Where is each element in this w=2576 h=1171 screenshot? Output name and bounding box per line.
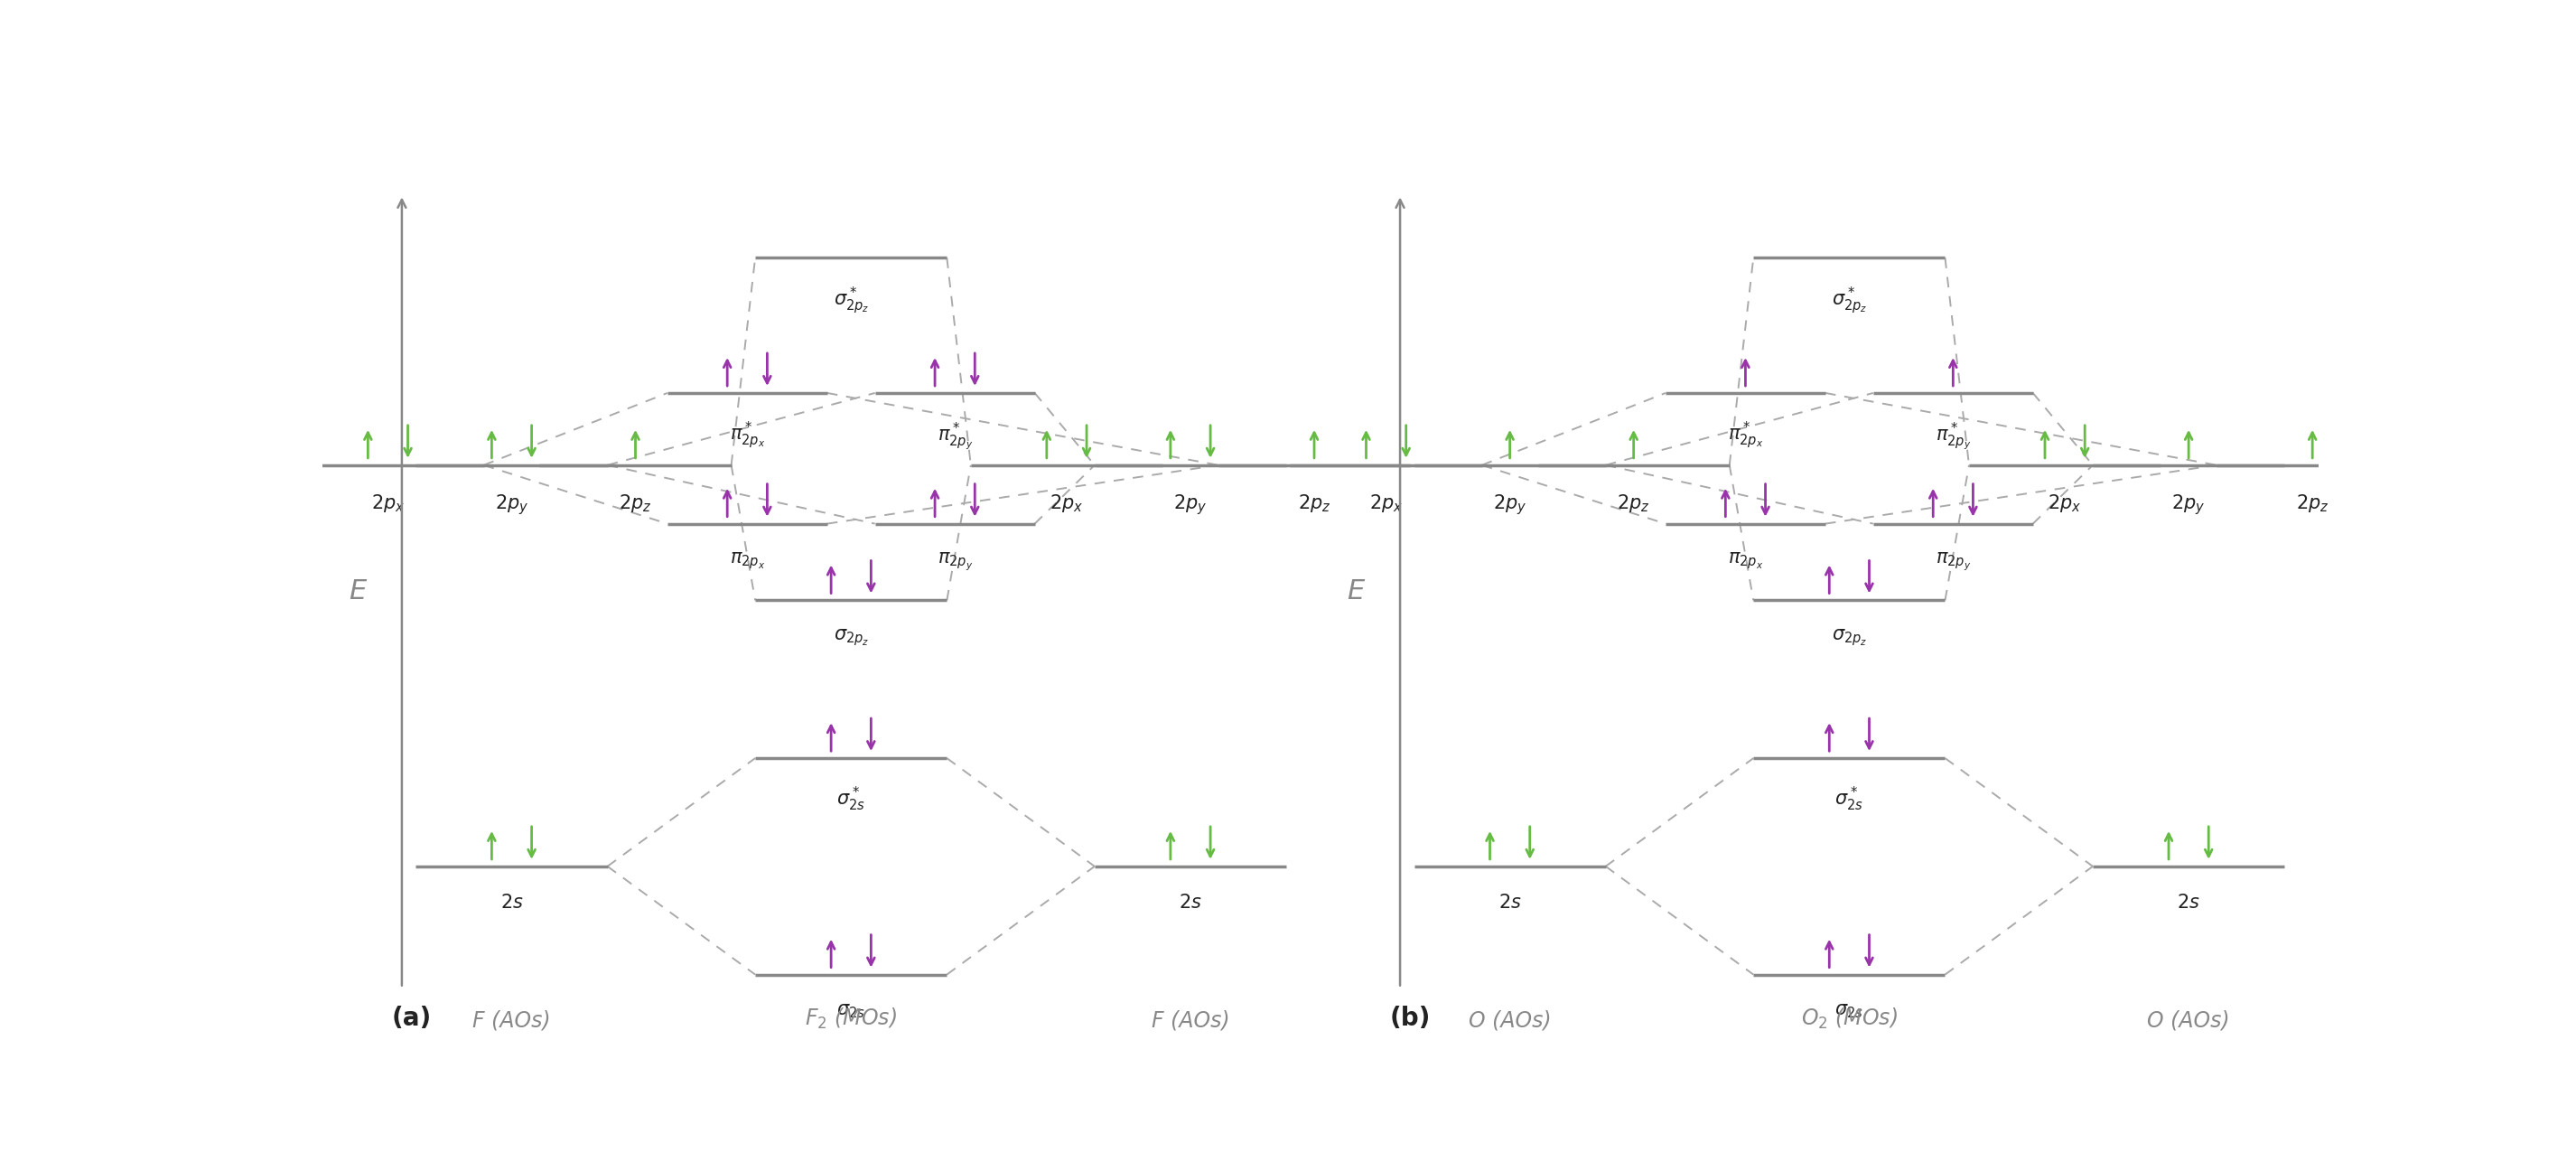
Text: $2p_x$: $2p_x$ xyxy=(1370,492,1404,514)
Text: $2p_z$: $2p_z$ xyxy=(1618,492,1651,514)
Text: $2s$: $2s$ xyxy=(1180,893,1203,911)
Text: $\sigma_{2p_z}$: $\sigma_{2p_z}$ xyxy=(1832,628,1868,648)
Text: F (AOs): F (AOs) xyxy=(471,1009,551,1032)
Text: F (AOs): F (AOs) xyxy=(1151,1009,1229,1032)
Text: $\pi^*_{2p_y}$: $\pi^*_{2p_y}$ xyxy=(938,420,974,452)
Text: $\sigma^*_{2p_z}$: $\sigma^*_{2p_z}$ xyxy=(832,285,868,316)
Text: $2p_x$: $2p_x$ xyxy=(371,492,404,514)
Text: $2p_z$: $2p_z$ xyxy=(618,492,652,514)
Text: $2p_z$: $2p_z$ xyxy=(1298,492,1332,514)
Text: O (AOs): O (AOs) xyxy=(1468,1009,1551,1032)
Text: $\sigma_{2s}$: $\sigma_{2s}$ xyxy=(837,1001,866,1020)
Text: $\pi_{2p_x}$: $\pi_{2p_x}$ xyxy=(1728,550,1762,571)
Text: $2p_z$: $2p_z$ xyxy=(2295,492,2329,514)
Text: O$_2$ (MOs): O$_2$ (MOs) xyxy=(1801,1007,1899,1032)
Text: $2p_y$: $2p_y$ xyxy=(1175,492,1208,516)
Text: $\pi^*_{2p_x}$: $\pi^*_{2p_x}$ xyxy=(729,420,765,451)
Text: $\sigma_{2p_z}$: $\sigma_{2p_z}$ xyxy=(832,628,868,648)
Text: $2p_x$: $2p_x$ xyxy=(1051,492,1084,514)
Text: $\sigma^*_{2s}$: $\sigma^*_{2s}$ xyxy=(837,786,866,814)
Text: $E$: $E$ xyxy=(348,578,368,604)
Text: $2p_x$: $2p_x$ xyxy=(2048,492,2081,514)
Text: F$_2$ (MOs): F$_2$ (MOs) xyxy=(806,1007,896,1032)
Text: (b): (b) xyxy=(1391,1006,1432,1032)
Text: $2p_y$: $2p_y$ xyxy=(1494,492,1528,516)
Text: O (AOs): O (AOs) xyxy=(2148,1009,2231,1032)
Text: $\pi_{2p_x}$: $\pi_{2p_x}$ xyxy=(729,550,765,571)
Text: $2s$: $2s$ xyxy=(500,893,523,911)
Text: $\sigma^*_{2p_z}$: $\sigma^*_{2p_z}$ xyxy=(1832,285,1868,316)
Text: $E$: $E$ xyxy=(1347,578,1365,604)
Text: $2p_y$: $2p_y$ xyxy=(2172,492,2205,516)
Text: $\sigma_{2s}$: $\sigma_{2s}$ xyxy=(1834,1001,1862,1020)
Text: $\pi_{2p_y}$: $\pi_{2p_y}$ xyxy=(1935,550,1971,573)
Text: $2p_y$: $2p_y$ xyxy=(495,492,528,516)
Text: $2s$: $2s$ xyxy=(2177,893,2200,911)
Text: $2s$: $2s$ xyxy=(1499,893,1522,911)
Text: $\pi_{2p_y}$: $\pi_{2p_y}$ xyxy=(938,550,974,573)
Text: $\pi^*_{2p_y}$: $\pi^*_{2p_y}$ xyxy=(1935,420,1971,452)
Text: $\sigma^*_{2s}$: $\sigma^*_{2s}$ xyxy=(1834,786,1862,814)
Text: (a): (a) xyxy=(392,1006,433,1032)
Text: $\pi^*_{2p_x}$: $\pi^*_{2p_x}$ xyxy=(1728,420,1762,451)
